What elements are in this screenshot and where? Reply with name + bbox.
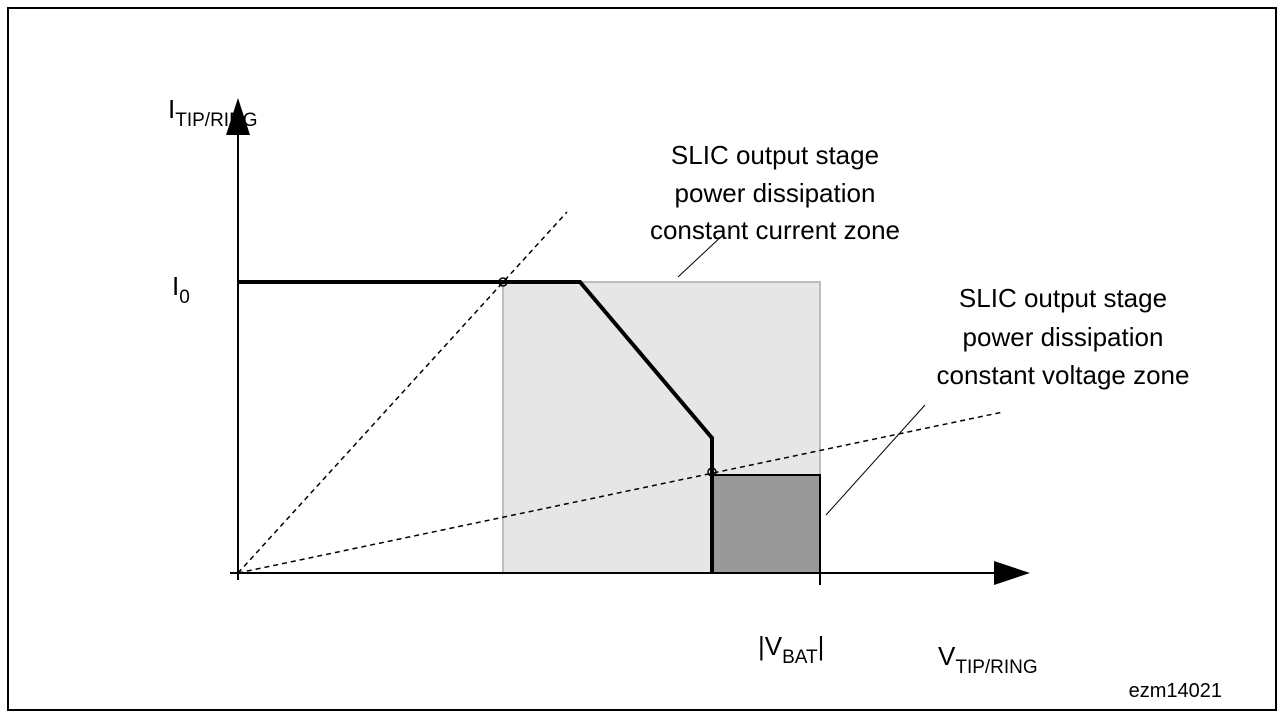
subscript: 0 [179, 287, 190, 308]
zone-label: constant voltage zone [937, 360, 1190, 390]
load-line-high [237, 411, 1004, 574]
subscript: BAT [782, 647, 818, 668]
x-arrow [994, 561, 1030, 585]
zone-label: SLIC output stage [959, 283, 1167, 313]
characteristic-curve [238, 280, 714, 573]
voltage-zone [711, 474, 821, 574]
zone-label: constant current zone [650, 215, 900, 245]
zone-label: power dissipation [675, 178, 876, 208]
zone-label: power dissipation [963, 322, 1164, 352]
leader-line [825, 404, 926, 516]
subscript: TIP/RING [955, 657, 1037, 678]
label: I [168, 94, 175, 124]
label: V [938, 641, 956, 671]
current-level-label: I0 [172, 271, 190, 308]
zone-label: SLIC output stage [671, 140, 879, 170]
label: I [172, 271, 179, 301]
operating-point [498, 277, 508, 287]
y-axis-label: ITIP/RING [168, 94, 258, 131]
label: | [818, 631, 825, 661]
subscript: TIP/RING [175, 110, 257, 131]
load-line-low [237, 211, 568, 574]
x-axis-label: VTIP/RING [938, 641, 1038, 678]
label: |V [758, 631, 783, 661]
operating-point [707, 467, 717, 477]
y-arrow [226, 98, 250, 135]
battery-voltage-label: |VBAT| [758, 631, 824, 668]
leader-line [677, 233, 725, 278]
figure-id: ezm14021 [1129, 680, 1222, 702]
